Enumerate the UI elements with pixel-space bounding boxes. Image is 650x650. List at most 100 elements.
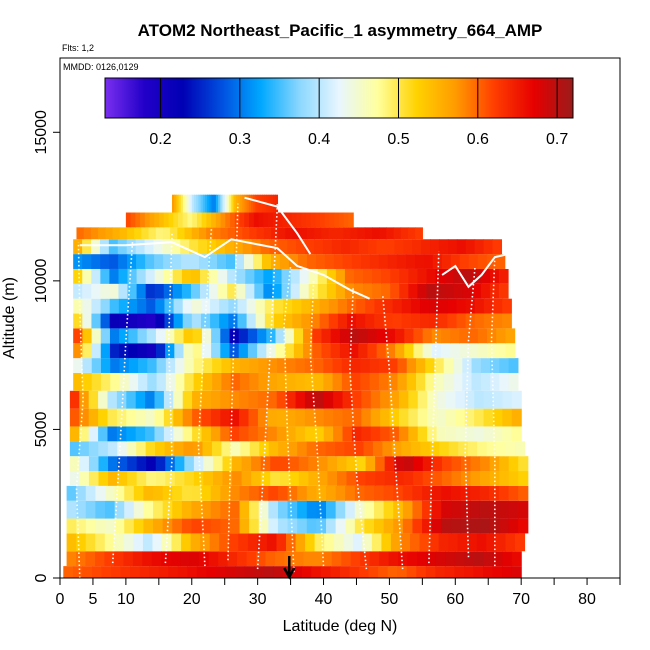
heatmap-cell (88, 471, 100, 486)
heatmap-cell (351, 358, 361, 373)
heatmap-cell (206, 227, 214, 240)
heatmap-cell (394, 471, 405, 486)
heatmap-cell (438, 313, 448, 329)
heatmap-cell (177, 566, 188, 578)
heatmap-cell (257, 328, 267, 344)
heatmap-cell (127, 254, 137, 269)
x-tick-label: 60 (446, 591, 464, 608)
heatmap-cell (306, 485, 317, 501)
heatmap-cell (243, 254, 254, 269)
heatmap-cell (164, 441, 175, 457)
heatmap-cell (66, 518, 77, 534)
heatmap-cell (511, 566, 522, 578)
heatmap-cell (202, 358, 213, 373)
heatmap-cell (354, 485, 366, 501)
heatmap-cell (351, 408, 362, 427)
heatmap-cell (146, 328, 157, 344)
heatmap-cell (154, 408, 165, 427)
heatmap-cell (206, 212, 212, 228)
heatmap-cell (198, 194, 202, 213)
heatmap-cell (406, 566, 417, 578)
heatmap-cell (222, 194, 226, 213)
heatmap-cell (201, 390, 212, 409)
heatmap-cell (114, 533, 125, 552)
heatmap-cell (286, 358, 297, 373)
heatmap-cell (133, 485, 145, 501)
heatmap-cell (286, 408, 297, 427)
heatmap-cell (221, 358, 232, 373)
heatmap-cell (508, 518, 519, 534)
heatmap-cell (138, 358, 148, 373)
flight-profile-track (382, 295, 404, 570)
heatmap-cell (387, 254, 398, 269)
heatmap-cell (455, 390, 466, 409)
heatmap-cell (471, 358, 482, 373)
heatmap-cell (184, 358, 195, 373)
heatmap-cell (287, 441, 298, 457)
heatmap-cell (201, 500, 212, 519)
heatmap-cell (372, 283, 382, 299)
heatmap-cell (518, 500, 529, 519)
heatmap-cell (85, 500, 97, 519)
heatmap-cell (165, 328, 175, 344)
heatmap-cell (386, 227, 395, 240)
heatmap-cell (435, 551, 447, 567)
heatmap-cell (245, 268, 255, 284)
heatmap-cell (110, 358, 121, 373)
heatmap-cell (163, 408, 174, 427)
heatmap-cell (108, 456, 119, 472)
heatmap-cell (438, 239, 449, 255)
heatmap-cell (390, 268, 400, 284)
heatmap-cell (100, 254, 110, 269)
heatmap-cell (213, 227, 222, 240)
heatmap-cell (220, 518, 231, 534)
heatmap-cell (341, 551, 352, 567)
heatmap-cell (248, 390, 259, 409)
heatmap-cell (95, 533, 106, 552)
heatmap-cell (76, 533, 87, 552)
heatmap-cell (170, 551, 181, 567)
heatmap-cell (306, 518, 317, 534)
heatmap-cell (82, 566, 93, 578)
heatmap-cell (295, 533, 306, 552)
heatmap-cell (420, 313, 430, 329)
heatmap-cell (239, 518, 250, 534)
heatmap-cell (498, 518, 510, 534)
heatmap-cell (241, 471, 252, 486)
heatmap-cell (267, 372, 278, 391)
heatmap-cell (123, 533, 134, 552)
heatmap-cell (483, 298, 494, 314)
heatmap-cell (328, 313, 339, 329)
heatmap-cell (479, 500, 490, 519)
heatmap-cell (453, 372, 463, 391)
heatmap-cell (326, 268, 337, 284)
heatmap-cell (145, 441, 156, 457)
heatmap-cell (402, 485, 414, 501)
heatmap-cell (279, 456, 290, 472)
heatmap-cell (363, 268, 373, 284)
heatmap-cell (127, 298, 138, 314)
heatmap-cell (276, 533, 287, 552)
heatmap-cell (406, 372, 417, 391)
heatmap-cell (266, 533, 278, 552)
heatmap-cell (257, 390, 268, 409)
heatmap-cell (114, 518, 125, 534)
heatmap-cell (408, 390, 419, 409)
heatmap-cell (453, 358, 463, 373)
heatmap-cell (173, 212, 179, 228)
heatmap-cell (82, 358, 93, 373)
heatmap-cell (118, 313, 129, 329)
heatmap-cell (451, 471, 462, 486)
heatmap-cell (267, 212, 274, 228)
flight-profile-track (464, 265, 476, 558)
heatmap-cell (172, 283, 183, 299)
heatmap-cell (263, 283, 274, 299)
heatmap-cell (218, 551, 229, 567)
heatmap-cell (417, 390, 428, 409)
heatmap-cell (165, 372, 176, 391)
heatmap-cell (426, 551, 437, 567)
heatmap-cell (365, 471, 376, 486)
heatmap-cell (289, 456, 300, 472)
heatmap-cell (342, 390, 353, 409)
heatmap-cell (321, 227, 330, 240)
